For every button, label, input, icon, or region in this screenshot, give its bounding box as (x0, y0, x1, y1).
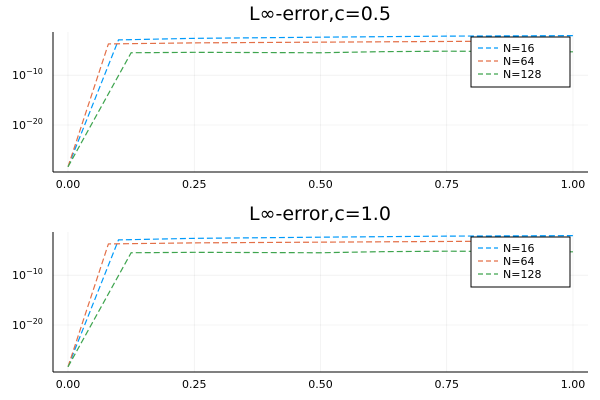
x-tick-label: 0.00 (56, 378, 81, 391)
series-line-n16 (67, 35, 574, 168)
x-tick-label: 0.75 (435, 178, 460, 191)
legend-label-n64: N=64 (503, 55, 534, 68)
x-tick-label: 0.75 (435, 378, 460, 391)
series-group (67, 235, 574, 368)
series-group (67, 35, 574, 168)
legend-label-n128: N=128 (503, 268, 541, 281)
x-ticks: 0.00 0.25 0.50 0.75 1.00 (56, 378, 586, 391)
legend-box (470, 36, 571, 88)
panel-c10: L∞-error,c=1.0 0.00 0.25 0.50 0.75 1.00 … (12, 203, 588, 391)
chart-title: L∞-error,c=0.5 (249, 3, 391, 25)
x-tick-label: 1.00 (561, 378, 586, 391)
x-tick-label: 0.50 (308, 178, 333, 191)
legend-label-n16: N=16 (503, 42, 534, 55)
legend-label-n16: N=16 (503, 242, 534, 255)
panel-c05: L∞-error,c=0.5 0.00 0.25 0.50 0.75 1.00 … (12, 3, 588, 191)
x-tick-label: 0.50 (308, 378, 333, 391)
chart-title: L∞-error,c=1.0 (249, 203, 391, 225)
series-line-n16 (67, 235, 574, 368)
series-line-n128 (67, 50, 574, 168)
legend: N=16 N=64 N=128 (470, 36, 571, 88)
y-tick-label-1e-10: 10−10 (12, 67, 43, 82)
x-tick-label: 0.25 (182, 378, 207, 391)
legend-label-n64: N=64 (503, 255, 534, 268)
y-ticks: 10−10 10−20 (12, 67, 43, 132)
y-tick-label-1e-20: 10−20 (12, 117, 43, 132)
legend: N=16 N=64 N=128 (470, 236, 571, 288)
legend-box (470, 236, 571, 288)
x-tick-label: 0.25 (182, 178, 207, 191)
y-tick-label-1e-20: 10−20 (12, 317, 43, 332)
series-line-n128 (67, 250, 574, 368)
legend-label-n128: N=128 (503, 68, 541, 81)
x-ticks: 0.00 0.25 0.50 0.75 1.00 (56, 178, 586, 191)
series-line-n64 (67, 40, 574, 167)
x-tick-label: 0.00 (56, 178, 81, 191)
y-tick-label-1e-10: 10−10 (12, 267, 43, 282)
y-ticks: 10−10 10−20 (12, 267, 43, 332)
x-tick-label: 1.00 (561, 178, 586, 191)
series-line-n64 (67, 240, 574, 367)
